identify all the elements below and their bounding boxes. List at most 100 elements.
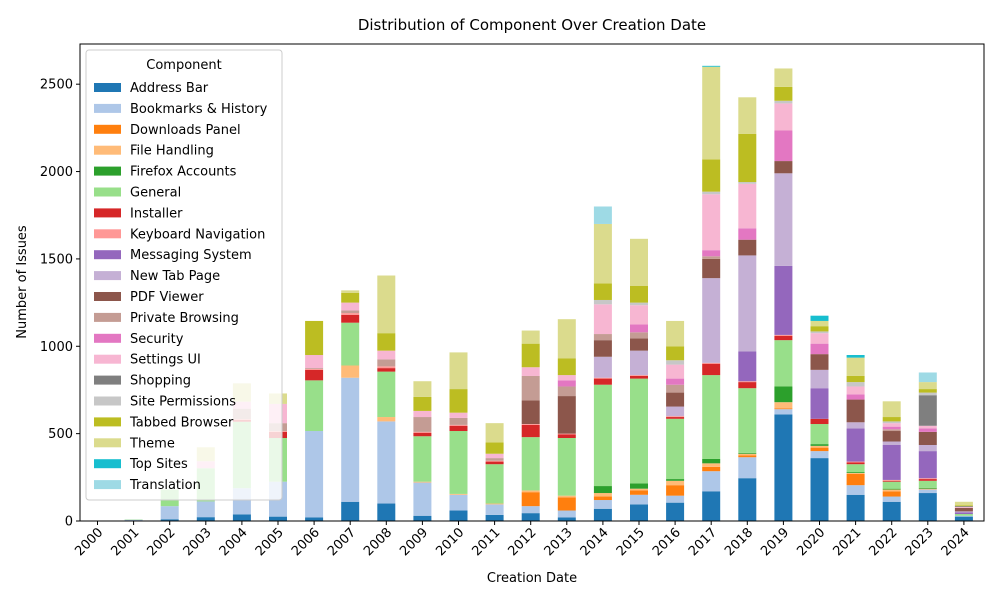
bar-segment	[593, 500, 612, 509]
bar-segment	[810, 445, 829, 448]
bar-segment	[846, 472, 865, 474]
bar-segment	[846, 485, 865, 495]
bar-segment	[846, 428, 865, 462]
x-tick-label: 2015	[614, 525, 648, 559]
bar-segment	[918, 451, 937, 479]
legend-swatch	[94, 271, 121, 281]
bar-segment	[485, 442, 504, 454]
bar-segment	[449, 352, 468, 390]
bar-segment	[774, 409, 793, 415]
legend-entry: Bookmarks & History	[130, 102, 268, 117]
bar-segment	[521, 424, 540, 438]
legend-entry: Firefox Accounts	[130, 165, 237, 180]
bar-segment	[557, 495, 576, 498]
bar-segment	[810, 354, 829, 370]
bar-segment	[918, 425, 937, 429]
bar-segment	[341, 310, 360, 314]
bar-segment	[954, 511, 973, 513]
bar-segment	[846, 382, 865, 387]
bar-segment	[666, 417, 685, 419]
x-tick-label: 2005	[253, 525, 287, 559]
bar-segment	[449, 389, 468, 413]
bar-segment	[377, 350, 396, 360]
bar-segment	[882, 431, 901, 442]
bar-segment	[485, 504, 504, 515]
bar-segment	[269, 516, 287, 521]
bar-segment	[738, 478, 757, 521]
bar-segment	[954, 501, 973, 506]
bar-segment	[413, 410, 432, 418]
bar-segment	[593, 283, 612, 300]
bar-segment	[413, 481, 432, 483]
bar-segment	[810, 388, 829, 419]
x-tick-label: 2016	[650, 525, 684, 559]
x-tick-label: 2006	[289, 525, 323, 559]
bar-segment	[810, 447, 829, 452]
bar-segment	[882, 501, 901, 521]
bar-segment	[666, 378, 685, 385]
bar-segment	[232, 514, 251, 521]
x-tick-label: 2008	[361, 525, 395, 559]
legend-swatch	[94, 103, 121, 113]
bar-segment	[449, 493, 468, 495]
bar-segment	[666, 360, 685, 365]
bar-segment	[846, 399, 865, 423]
bar-segment	[593, 304, 612, 335]
bar-segment	[846, 357, 865, 376]
bar-segment	[882, 481, 901, 489]
legend-entry: File Handling	[130, 144, 214, 159]
bar-segment	[702, 491, 721, 521]
bar-segment	[882, 496, 901, 502]
bar-segment	[810, 444, 829, 446]
bar-segment	[557, 517, 576, 521]
x-tick-label: 2003	[181, 525, 215, 559]
bar-segment	[521, 330, 540, 344]
bar-segment	[521, 437, 540, 491]
bar-segment	[449, 431, 468, 494]
legend-swatch	[94, 375, 121, 385]
bar-segment	[160, 506, 179, 520]
bar-segment	[341, 377, 360, 502]
x-tick-label: 2007	[325, 525, 359, 559]
bar-segment	[666, 479, 685, 481]
bar-segment	[557, 438, 576, 496]
bar-segment	[666, 320, 685, 347]
bar-segment	[593, 223, 612, 284]
legend-entry: General	[130, 186, 181, 201]
bar-segment	[377, 421, 396, 504]
bar-segment	[918, 479, 937, 481]
bar-segment	[449, 425, 468, 432]
bar-segment	[702, 458, 721, 464]
bar-segment	[593, 384, 612, 487]
x-tick-label: 2004	[217, 525, 251, 559]
bar-segment	[774, 340, 793, 387]
legend-swatch	[94, 229, 121, 239]
bar-segment	[377, 417, 396, 422]
bar-segment	[377, 368, 396, 372]
bar-segment	[666, 392, 685, 407]
bar-segment	[593, 496, 612, 501]
bar-segment	[521, 513, 540, 521]
bar-segment	[666, 384, 685, 393]
x-tick-label: 2021	[830, 525, 864, 559]
bar-segment	[666, 406, 685, 417]
bar-segment	[377, 371, 396, 418]
bar-segment	[341, 313, 360, 315]
bar-segment	[774, 334, 793, 336]
bar-segment	[810, 320, 829, 327]
bar-segment	[449, 412, 468, 418]
bar-segment	[413, 417, 432, 432]
bar-segment	[160, 519, 179, 521]
legend-swatch	[94, 417, 121, 427]
bar-segment	[774, 103, 793, 131]
legend-entry: PDF Viewer	[130, 290, 204, 305]
bar-segment	[485, 460, 504, 462]
bar-segment	[521, 424, 540, 425]
bar-segment	[738, 388, 757, 453]
y-tick-label: 2000	[40, 165, 73, 180]
bar-segment	[305, 431, 324, 518]
bar-segment	[521, 375, 540, 401]
bar-segment	[593, 377, 612, 379]
bar-segment	[593, 206, 612, 224]
bar-segment	[305, 380, 324, 432]
